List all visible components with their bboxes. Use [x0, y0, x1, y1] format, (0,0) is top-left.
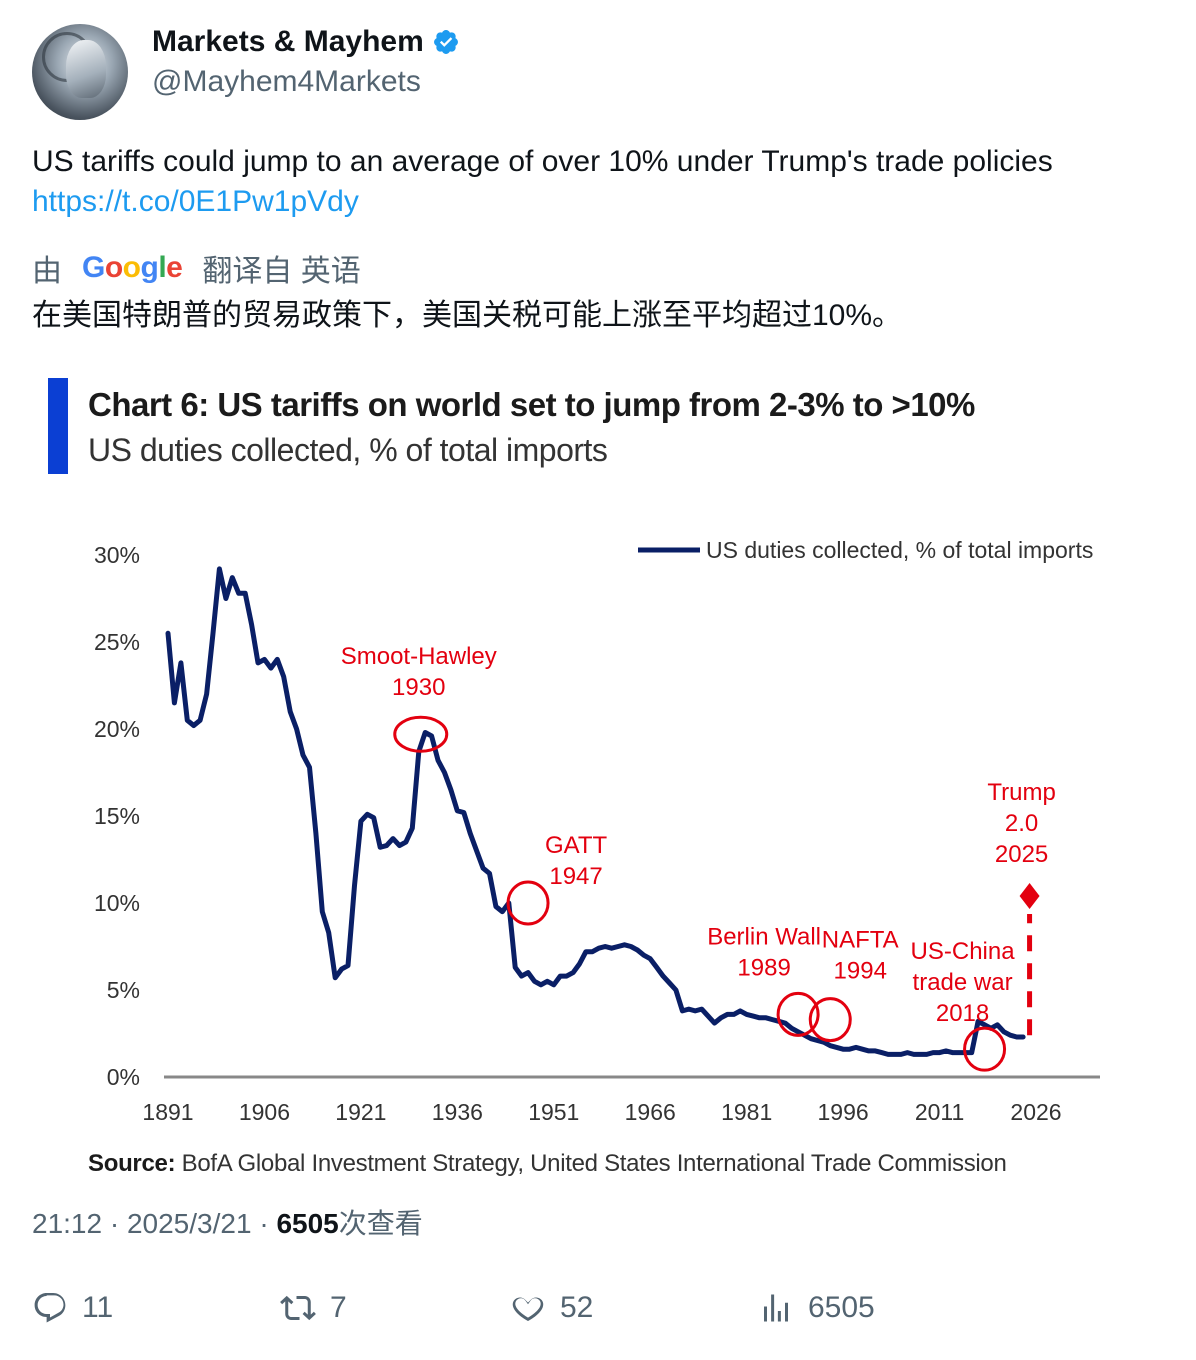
- tweet-body: US tariffs could jump to an average of o…: [32, 142, 1162, 222]
- annotation-label: Trump: [987, 779, 1055, 806]
- chart-source: Source: BofA Global Investment Strategy,…: [88, 1150, 1007, 1178]
- chart-title: Chart 6: US tariffs on world set to jump…: [88, 386, 975, 423]
- reply-button[interactable]: 11: [32, 1290, 113, 1326]
- x-tick-label: 1921: [335, 1099, 386, 1125]
- x-tick-label: 1981: [721, 1099, 772, 1125]
- x-tick-label: 1891: [142, 1099, 193, 1125]
- author-block: Markets & Mayhem @Mayhem4Markets: [152, 24, 460, 102]
- y-tick-label: 0%: [107, 1064, 140, 1090]
- heart-icon: [512, 1297, 544, 1321]
- translated-text: 在美国特朗普的贸易政策下，美国关税可能上涨至平均超过10%。: [32, 299, 903, 332]
- x-tick-label: 1951: [528, 1099, 579, 1125]
- annotation-circle: [506, 880, 550, 926]
- y-tick-label: 10%: [94, 890, 140, 916]
- annotation-label: Berlin Wall: [707, 923, 821, 950]
- views-label: 次查看: [338, 1208, 423, 1239]
- annotation-label: 1994: [834, 958, 887, 985]
- annotation-circle: [393, 715, 449, 753]
- annotation-circle: [776, 991, 820, 1037]
- action-bar: 11 7 52 6505: [32, 1290, 1162, 1334]
- x-tick-label: 2011: [915, 1099, 964, 1125]
- annotation-circle: [808, 997, 852, 1043]
- chart-source-text: BofA Global Investment Strategy, United …: [175, 1150, 1007, 1177]
- author-handle[interactable]: @Mayhem4Markets: [152, 65, 421, 98]
- x-tick-label: 1906: [239, 1099, 290, 1125]
- x-tick-label: 1966: [625, 1099, 676, 1125]
- y-tick-label: 30%: [94, 542, 140, 568]
- annotation-label: 2018: [936, 1000, 989, 1027]
- verified-badge-icon: [433, 30, 458, 54]
- annotation-label: 1930: [392, 674, 445, 701]
- chart-plot: 0% 5% 10% 15% 20% 25% 30% 1891 1906 1921 1936 1951 1…: [94, 537, 1100, 1125]
- translation-prefix: 由: [32, 255, 62, 288]
- retweet-count: 7: [330, 1291, 347, 1324]
- legend-label: US duties collected, % of total imports: [706, 537, 1093, 563]
- annotation-label: 1989: [737, 954, 790, 981]
- annotation-label: Smoot-Hawley: [341, 643, 497, 670]
- y-tick-label: 20%: [94, 716, 140, 742]
- annotation-circle: [963, 1026, 1007, 1072]
- tweet-meta: 21:12 · 2025/3/21 · 6505次查看: [32, 1208, 423, 1239]
- tweet-text: US tariffs could jump to an average of o…: [32, 145, 1053, 178]
- like-count: 52: [560, 1291, 594, 1324]
- y-tick-label: 25%: [94, 629, 140, 655]
- chart-subtitle: US duties collected, % of total imports: [88, 432, 608, 468]
- author-name-row: Markets & Mayhem: [152, 24, 460, 60]
- annotation-label: 1947: [549, 863, 602, 890]
- tweet-header: Markets & Mayhem @Mayhem4Markets: [32, 24, 1162, 120]
- like-button[interactable]: 52: [510, 1290, 593, 1326]
- translation-attribution[interactable]: 由 Google 翻译自 英语: [32, 248, 361, 288]
- avatar-face: [66, 40, 106, 98]
- y-tick-label: 15%: [94, 803, 140, 829]
- translation-label: 翻译自 英语: [202, 255, 361, 288]
- projection-marker: [1019, 883, 1040, 910]
- x-tick-label: 2026: [1010, 1099, 1061, 1125]
- views-action-count: 6505: [808, 1291, 875, 1324]
- annotation-label: NAFTA: [822, 927, 899, 954]
- views-count: 6505: [276, 1208, 339, 1239]
- series-line: [165, 566, 1026, 1057]
- chart-accent-bar: [48, 378, 68, 474]
- views-button[interactable]: 6505: [758, 1290, 875, 1326]
- annotation-label: trade war: [913, 969, 1013, 996]
- annotation-label: GATT: [545, 832, 608, 859]
- tweet-date[interactable]: 2025/3/21: [126, 1208, 252, 1239]
- reply-count: 11: [82, 1291, 114, 1324]
- retweet-icon: [280, 1295, 316, 1321]
- x-tick-label: 1936: [432, 1099, 483, 1125]
- chart-source-label: Source:: [88, 1150, 176, 1177]
- analytics-icon: [764, 1294, 788, 1322]
- author-display-name[interactable]: Markets & Mayhem: [152, 25, 424, 58]
- annotation-label: 2025: [995, 841, 1048, 868]
- tweet-link[interactable]: https://t.co/0E1Pw1pVdy: [32, 185, 359, 218]
- reply-icon: [34, 1293, 66, 1323]
- retweet-button[interactable]: 7: [280, 1290, 347, 1326]
- chart-image[interactable]: Chart 6: US tariffs on world set to jump…: [32, 360, 1162, 1190]
- tweet-time[interactable]: 21:12: [32, 1208, 103, 1239]
- y-tick-label: 5%: [107, 977, 140, 1003]
- annotation-label: US-China: [911, 938, 1016, 965]
- annotation-label: 2.0: [1005, 810, 1038, 837]
- google-logo-icon: Google: [82, 251, 183, 284]
- avatar[interactable]: [32, 24, 128, 120]
- x-tick-label: 1996: [818, 1099, 869, 1125]
